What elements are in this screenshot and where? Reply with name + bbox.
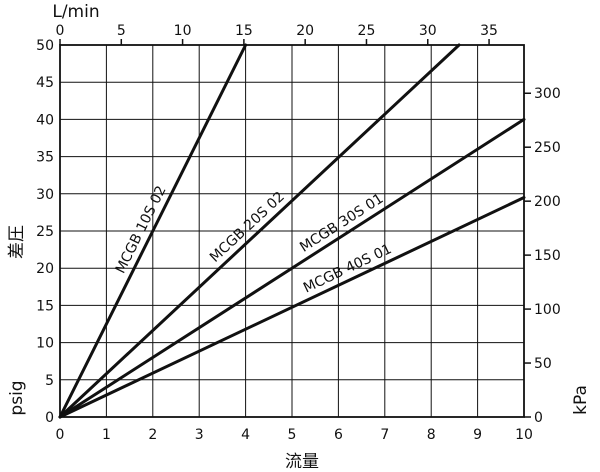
right-tick-label: 300 bbox=[534, 86, 561, 102]
right-tick-label: 100 bbox=[534, 302, 561, 318]
top-tick-label: 5 bbox=[117, 23, 126, 39]
left-tick-label: 40 bbox=[36, 112, 54, 128]
left-tick-label: 5 bbox=[45, 373, 54, 389]
left-axis-title: 差圧 bbox=[7, 225, 27, 259]
top-tick-label: 15 bbox=[235, 23, 253, 39]
top-tick-label: 0 bbox=[56, 23, 65, 39]
series-line bbox=[58, 43, 248, 419]
bottom-tick-label: 1 bbox=[102, 427, 111, 443]
right-tick-label: 150 bbox=[534, 248, 561, 264]
series-label: MCGB 20S 02 bbox=[207, 189, 288, 266]
top-tick-label: 10 bbox=[174, 23, 192, 39]
series-label: MCGB 30S 01 bbox=[297, 191, 386, 256]
bottom-tick-label: 0 bbox=[56, 427, 65, 443]
top-tick-label: 20 bbox=[296, 23, 314, 39]
bottom-axis-title: 流量 bbox=[285, 452, 319, 472]
series-label: MCGB 10S 02 bbox=[113, 183, 170, 276]
top-tick-label: 35 bbox=[480, 23, 498, 39]
left-axis-unit: psig bbox=[7, 380, 27, 415]
left-tick-label: 45 bbox=[36, 75, 54, 91]
bottom-tick-label: 6 bbox=[334, 427, 343, 443]
bottom-tick-label: 2 bbox=[148, 427, 157, 443]
left-tick-label: 15 bbox=[36, 298, 54, 314]
series-line bbox=[58, 43, 461, 419]
right-tick-label: 200 bbox=[534, 194, 561, 210]
left-tick-label: 20 bbox=[36, 261, 54, 277]
left-tick-label: 30 bbox=[36, 187, 54, 203]
bottom-tick-label: 7 bbox=[380, 427, 389, 443]
series-line bbox=[58, 117, 526, 419]
left-tick-label: 35 bbox=[36, 150, 54, 166]
right-tick-label: 0 bbox=[534, 410, 543, 426]
bottom-tick-label: 4 bbox=[241, 427, 250, 443]
left-tick-label: 50 bbox=[36, 38, 54, 54]
bottom-tick-label: 8 bbox=[427, 427, 436, 443]
bottom-tick-label: 9 bbox=[473, 427, 482, 443]
left-tick-label: 10 bbox=[36, 336, 54, 352]
right-tick-label: 250 bbox=[534, 140, 561, 156]
left-tick-label: 0 bbox=[45, 410, 54, 426]
top-tick-label: 30 bbox=[419, 23, 437, 39]
bottom-tick-label: 3 bbox=[195, 427, 204, 443]
right-tick-label: 50 bbox=[534, 356, 552, 372]
bottom-tick-label: 5 bbox=[288, 427, 297, 443]
bottom-tick-label: 10 bbox=[515, 427, 533, 443]
series-line bbox=[58, 196, 526, 419]
right-axis-title: kPa bbox=[571, 385, 591, 415]
top-axis-title: L/min bbox=[52, 2, 99, 22]
plot-frame bbox=[59, 44, 525, 418]
top-tick-label: 25 bbox=[358, 23, 376, 39]
left-tick-label: 25 bbox=[36, 224, 54, 240]
